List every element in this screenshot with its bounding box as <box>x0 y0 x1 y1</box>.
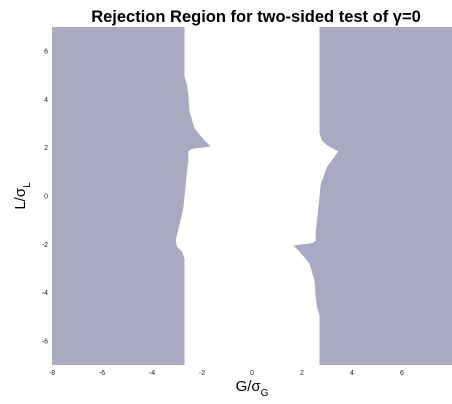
y-tick-label: 4 <box>44 97 48 104</box>
y-tick-label: 2 <box>44 145 48 152</box>
y-axis-label: L/σL <box>12 182 33 210</box>
y-tick-label: 0 <box>44 194 48 201</box>
y-tick-label: -4 <box>42 290 48 297</box>
y-tick-label: -6 <box>42 338 48 345</box>
y-tick-label: 6 <box>44 49 48 56</box>
y-tick-label: -2 <box>42 242 48 249</box>
x-tick-label: 0 <box>250 370 254 377</box>
x-axis-ticks: -8 -6 -4 -2 0 2 4 6 <box>49 370 404 377</box>
x-tick-label: 6 <box>400 370 404 377</box>
x-tick-label: 2 <box>300 370 304 377</box>
x-tick-label: -6 <box>99 370 105 377</box>
left-rejection-region <box>52 27 211 365</box>
x-axis-label: G/σG <box>236 378 269 399</box>
x-tick-label: -4 <box>149 370 155 377</box>
chart-title: Rejection Region for two-sided test of γ… <box>91 8 421 26</box>
x-tick-label: 4 <box>350 370 354 377</box>
x-tick-label: -2 <box>199 370 205 377</box>
right-rejection-region <box>293 27 452 365</box>
y-axis-ticks: -6 -4 -2 0 2 4 6 <box>42 49 48 346</box>
x-tick-label: -8 <box>49 370 55 377</box>
